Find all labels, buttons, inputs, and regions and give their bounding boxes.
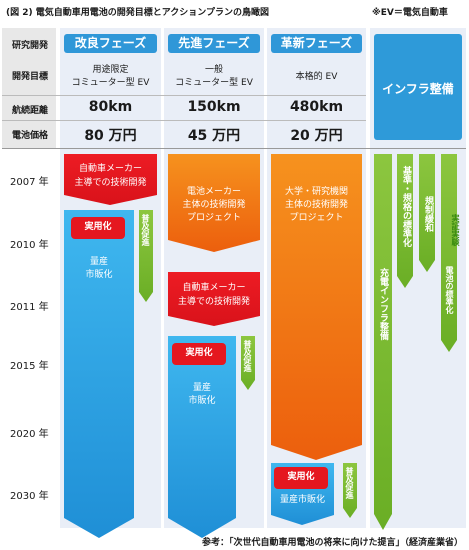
year-2010: 2010 年 — [10, 240, 49, 251]
infra-charging-arrow — [374, 154, 392, 530]
phase1-header: 改良フェーズ — [64, 34, 157, 53]
col1-lead-line1: 自動車メーカー — [78, 164, 142, 174]
col3-spread-arrow — [343, 463, 357, 518]
col1-spread: 普及促進 — [141, 214, 150, 246]
col1-practical: 実用化 — [84, 222, 112, 232]
phase3-price: 20 万円 — [290, 128, 343, 144]
infra-deregulation: 規制緩和 — [423, 196, 433, 232]
phase1-target-line2: コミューター型 EV — [71, 78, 150, 88]
label-price: 電池価格 — [11, 131, 48, 141]
phase3-header: 革新フェーズ — [271, 34, 362, 53]
col2-blue-arrow — [168, 336, 236, 538]
col2-lead-line3: プロジェクト — [186, 213, 241, 223]
year-2007: 2007 年 — [10, 177, 49, 188]
label-range: 航続距離 — [11, 106, 48, 116]
col2-practical-box — [172, 343, 226, 365]
phase2-range: 150km — [187, 99, 241, 115]
phase1-target-line1: 用途限定 — [92, 65, 129, 75]
col3-lead-line1: 大学・研究機関 — [284, 187, 348, 197]
col1-mass-line2: 市販化 — [85, 270, 113, 280]
year-2011: 2011 年 — [10, 302, 49, 313]
col2-car-line2: 主導での技術開発 — [177, 297, 250, 307]
col3-orange-arrow — [271, 154, 362, 460]
separator — [2, 148, 466, 149]
col2-lead-line2: 主体の技術開発 — [182, 200, 246, 210]
col2-spread: 普及促進 — [243, 340, 252, 372]
phase1-price: 80 万円 — [84, 128, 137, 144]
year-2030: 2030 年 — [10, 491, 49, 502]
col3-spread: 普及促進 — [345, 467, 354, 499]
phase2-target-line1: 一般 — [204, 65, 223, 75]
infra-demo: 実証実験 — [451, 214, 460, 246]
col2-car-arrow — [168, 272, 260, 326]
ev-note: ※EV＝電気自動車 — [372, 8, 448, 18]
infra-battery-std: 電池の標準化 — [445, 266, 454, 314]
year-2015: 2015 年 — [10, 361, 49, 372]
label-research: 研究開発 — [11, 41, 48, 51]
col1-lead-line2: 主導での技術開発 — [74, 178, 147, 188]
col3-lead-line2: 主体の技術開発 — [284, 200, 348, 210]
col2-car-line1: 自動車メーカー — [182, 283, 246, 293]
separator — [2, 95, 366, 96]
phase3-range: 480km — [289, 99, 344, 115]
phase1-range: 80km — [88, 99, 133, 115]
phase2-target-line2: コミューター型 EV — [175, 78, 253, 88]
phase2-header: 先進フェーズ — [168, 34, 260, 53]
col2-practical: 実用化 — [185, 348, 213, 358]
col2-spread-arrow — [241, 336, 255, 390]
infra-dereg-arrow — [419, 154, 435, 272]
col2-mass-line2: 市販化 — [188, 396, 216, 406]
col1-mass-line1: 量産 — [89, 257, 108, 267]
col3-practical-box — [274, 467, 328, 489]
infra-standard-arrow — [397, 154, 413, 288]
diagram-title: (図 2) 電気自動車用電池の開発目標とアクションプランの鳥瞰図 — [6, 8, 270, 18]
infra-battery-arrow — [441, 154, 457, 352]
source-note: 参考：「次世代自動車用電池の将来に向けた提言」（経済産業省） — [201, 538, 463, 548]
col3-practical: 実用化 — [287, 472, 315, 482]
col2-mass-line1: 量産 — [192, 383, 211, 393]
col1-blue-arrow — [64, 210, 134, 538]
col3-mass: 量産市販化 — [279, 495, 325, 505]
label-panel — [2, 28, 56, 148]
label-target: 開発目標 — [11, 72, 48, 82]
col1-spread-arrow — [139, 210, 153, 302]
phase2-price: 45 万円 — [187, 128, 241, 144]
col1-lead-arrow — [64, 154, 157, 205]
col2-orange-arrow — [168, 154, 260, 252]
infra-standard: 基準・規格の標準化 — [401, 166, 411, 247]
infra-header-box — [374, 34, 462, 140]
phase3-target: 本格的 EV — [295, 72, 338, 82]
year-2020: 2020 年 — [10, 429, 49, 440]
col2-lead-line1: 電池メーカー — [186, 187, 241, 197]
col1-practical-box — [71, 217, 125, 239]
col3-lead-line3: プロジェクト — [289, 213, 344, 223]
infra-header: インフラ整備 — [382, 82, 454, 96]
infra-charging: 充電インフラ整備 — [378, 268, 388, 340]
separator — [2, 120, 366, 121]
